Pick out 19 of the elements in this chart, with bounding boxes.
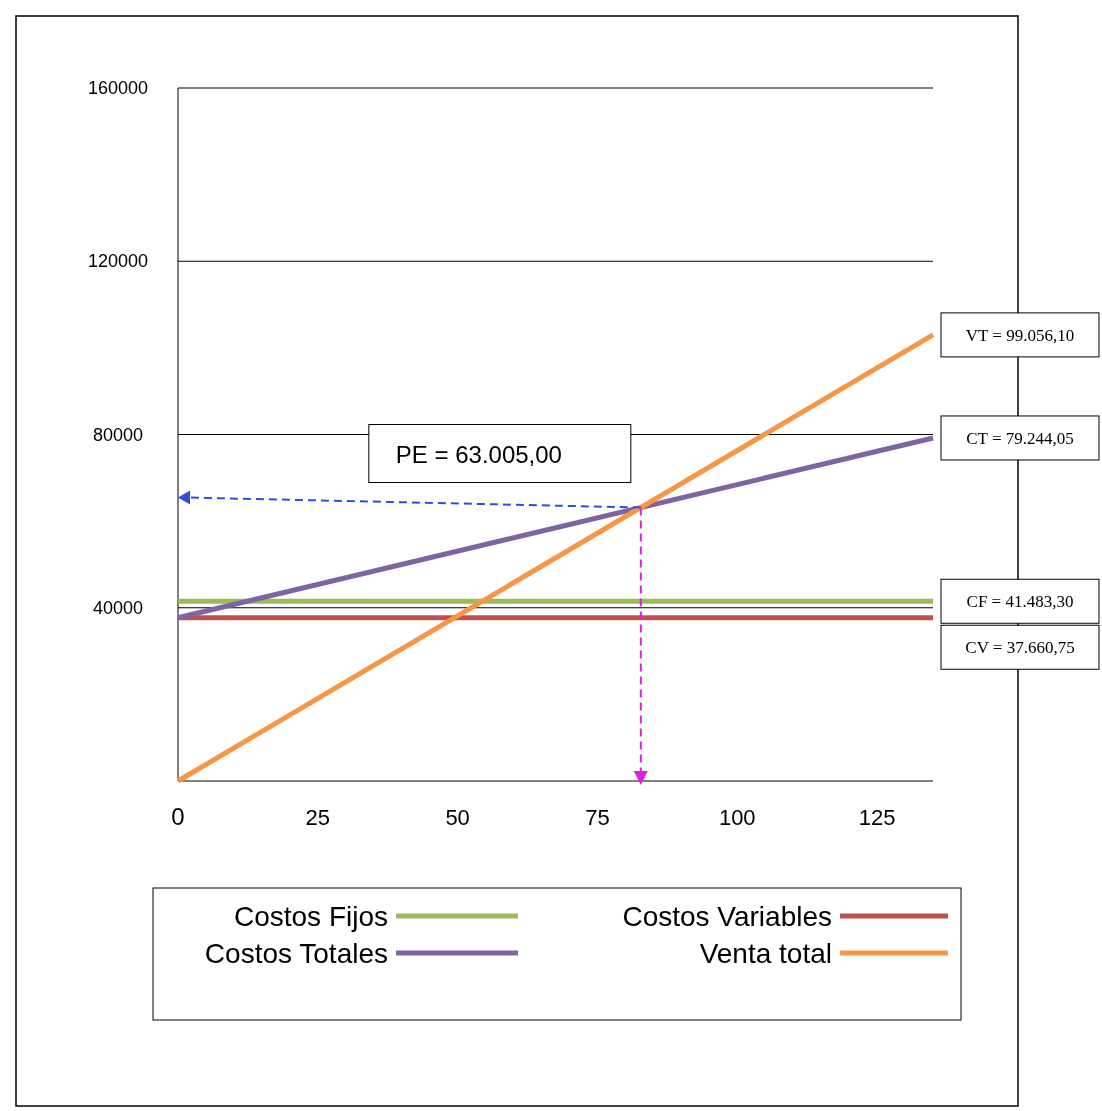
legend-label: Venta total: [699, 938, 832, 969]
legend-label: Costos Totales: [204, 938, 388, 969]
y-tick-label: 160000: [87, 78, 149, 98]
x-tick-label: 100: [718, 805, 756, 830]
y-tick-label: 40000: [92, 597, 144, 618]
legend-label: Costos Fijos: [233, 901, 388, 932]
text: CF = 41.483,30: [966, 592, 1074, 612]
text: CV = 37.660,75: [965, 638, 1075, 658]
x-tick-label: 125: [858, 805, 896, 830]
y-tick-label: 120000: [87, 251, 149, 272]
x-tick-label: 25: [305, 805, 331, 830]
x-tick-label: 0: [171, 803, 185, 830]
x-tick-label: 50: [445, 805, 470, 830]
annotation: PE = 63.005,00: [395, 440, 562, 468]
text: CT = 79.244,05: [966, 428, 1074, 448]
x-tick-label: 75: [585, 805, 610, 830]
text: VT = 99.056,10: [965, 325, 1075, 345]
y-tick-label: 80000: [92, 424, 144, 445]
legend-label: Costos Variables: [622, 901, 832, 932]
